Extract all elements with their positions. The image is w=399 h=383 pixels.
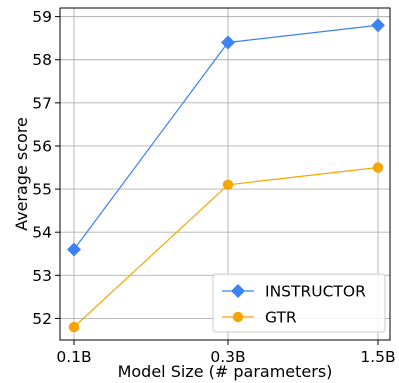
data-point-gtr: [222, 179, 234, 190]
data-point-gtr: [372, 162, 384, 173]
x-axis-ticks: 0.1B 0.3B 1.5B: [56, 340, 396, 366]
plot-frame: [59, 7, 391, 341]
data-point-instructor: [371, 18, 385, 33]
data-point-instructor: [221, 35, 235, 50]
y-tick-label: 55: [32, 181, 52, 199]
legend-box: [212, 273, 386, 333]
legend-label-instructor: INSTRUCTOR: [265, 283, 366, 301]
y-tick-label: 57: [32, 94, 52, 112]
legend: INSTRUCTOR GTR: [212, 273, 386, 333]
series-gtr: [68, 162, 384, 333]
data-point-gtr: [68, 321, 80, 333]
legend-marker-gtr: [232, 311, 244, 323]
y-tick-label: 59: [32, 8, 52, 26]
legend-marker-instructor: [231, 284, 245, 298]
y-axis-label: Average score: [12, 117, 31, 231]
legend-entry-gtr: GTR: [222, 309, 297, 327]
series-layer: [67, 18, 385, 333]
legend-label-gtr: GTR: [265, 309, 297, 327]
y-tick-label: 58: [32, 51, 52, 69]
x-tick-label: 0.1B: [56, 348, 91, 366]
y-tick-label: 54: [32, 224, 52, 242]
x-axis-label: Model Size (# parameters): [118, 362, 333, 381]
y-tick-label: 52: [32, 310, 52, 328]
series-instructor: [67, 18, 385, 257]
data-point-instructor: [67, 242, 81, 257]
x-tick-label: 0.3B: [210, 348, 245, 366]
x-tick-label: 1.5B: [360, 348, 395, 366]
y-tick-label: 53: [32, 267, 52, 285]
y-axis-ticks: 52 53 54 55 56 57 58 59: [32, 8, 60, 328]
series-line-instructor: [73, 24, 379, 250]
legend-entry-instructor: INSTRUCTOR: [222, 283, 366, 301]
y-tick-label: 56: [32, 137, 52, 155]
